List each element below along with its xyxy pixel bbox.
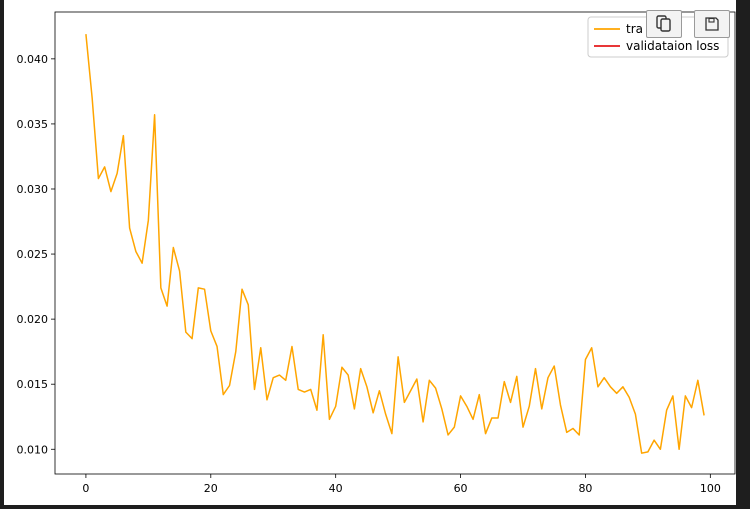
- x-tick-label: 20: [204, 482, 218, 495]
- series-line-0: [85, 34, 705, 454]
- copy-button[interactable]: [646, 10, 682, 38]
- floppy-disk-icon: [705, 17, 719, 31]
- plot-frame: [54, 11, 736, 475]
- y-tick-label: 0.015: [17, 378, 49, 391]
- save-button[interactable]: [694, 10, 730, 38]
- y-tick-label: 0.035: [17, 118, 49, 131]
- x-tick-label: 60: [454, 482, 468, 495]
- y-tick-label: 0.030: [17, 183, 49, 196]
- y-tick-label: 0.020: [17, 313, 49, 326]
- x-tick-label: 0: [82, 482, 89, 495]
- figure-background: [4, 0, 736, 505]
- legend-label-0: tra: [626, 22, 643, 36]
- x-tick-label: 40: [329, 482, 343, 495]
- y-tick-label: 0.025: [17, 248, 49, 261]
- x-tick-label: 80: [578, 482, 592, 495]
- x-tick-label: 100: [700, 482, 721, 495]
- legend-label-1: validataion loss: [626, 39, 719, 53]
- y-tick-label: 0.040: [17, 53, 49, 66]
- y-tick-label: 0.010: [17, 443, 49, 456]
- copy-icon: [656, 15, 671, 32]
